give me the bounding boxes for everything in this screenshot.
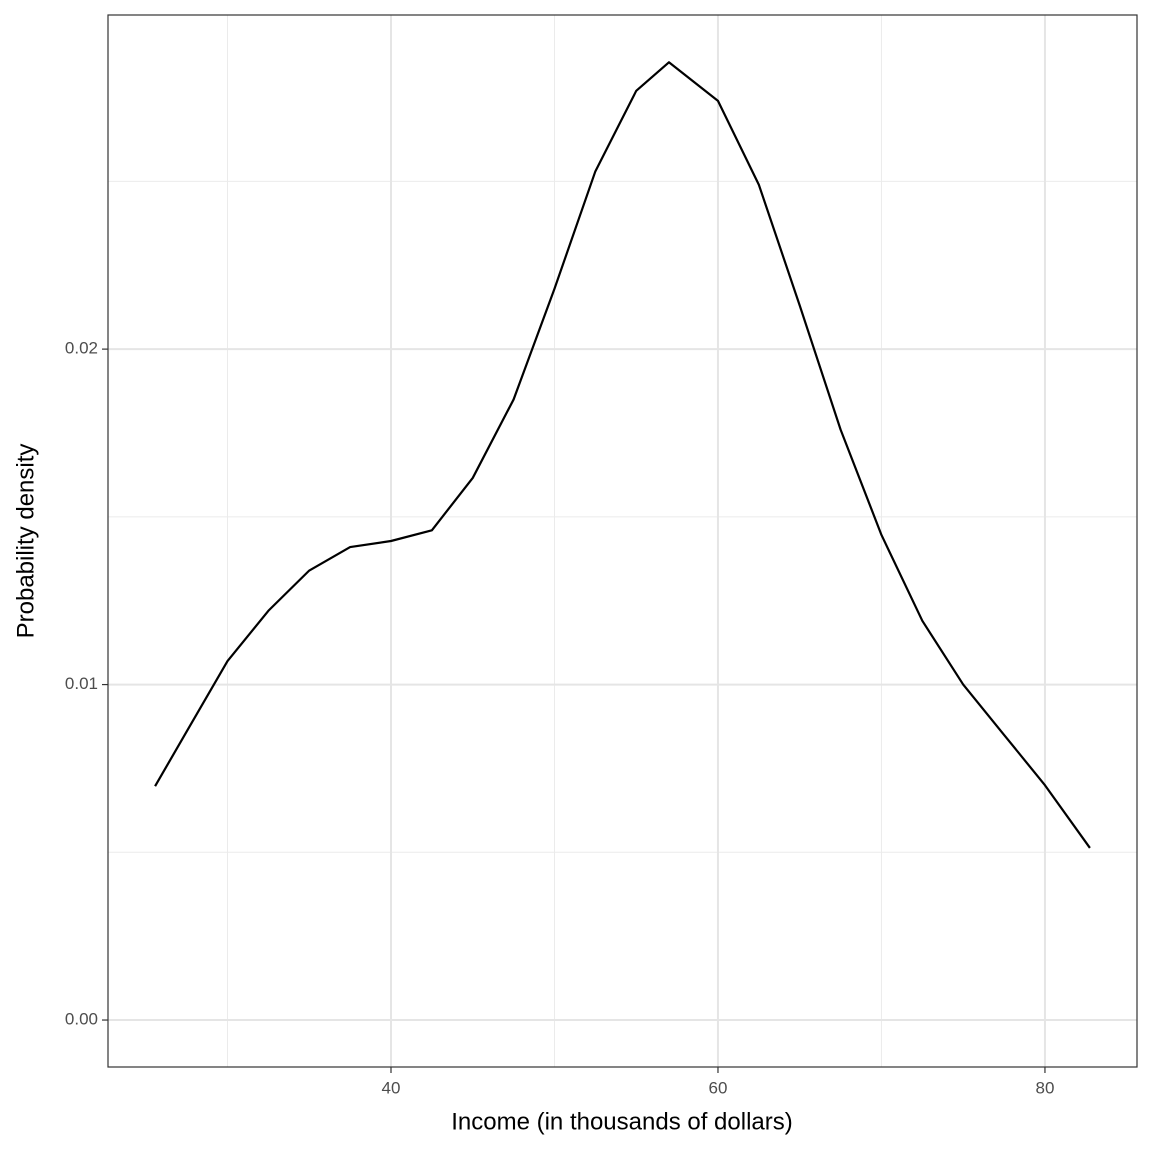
y-tick-label: 0.00 [65,1010,98,1029]
y-tick-label: 0.01 [65,674,98,693]
x-tick-label: 40 [382,1078,401,1097]
x-tick-label: 80 [1035,1078,1054,1097]
density-line [154,61,1091,849]
x-tick-label: 60 [709,1078,728,1097]
x-axis-label: Income (in thousands of dollars) [451,1108,793,1135]
panel-border [107,14,1138,1068]
y-tick-label: 0.02 [65,339,98,358]
y-axis-label: Probability density [12,444,39,639]
